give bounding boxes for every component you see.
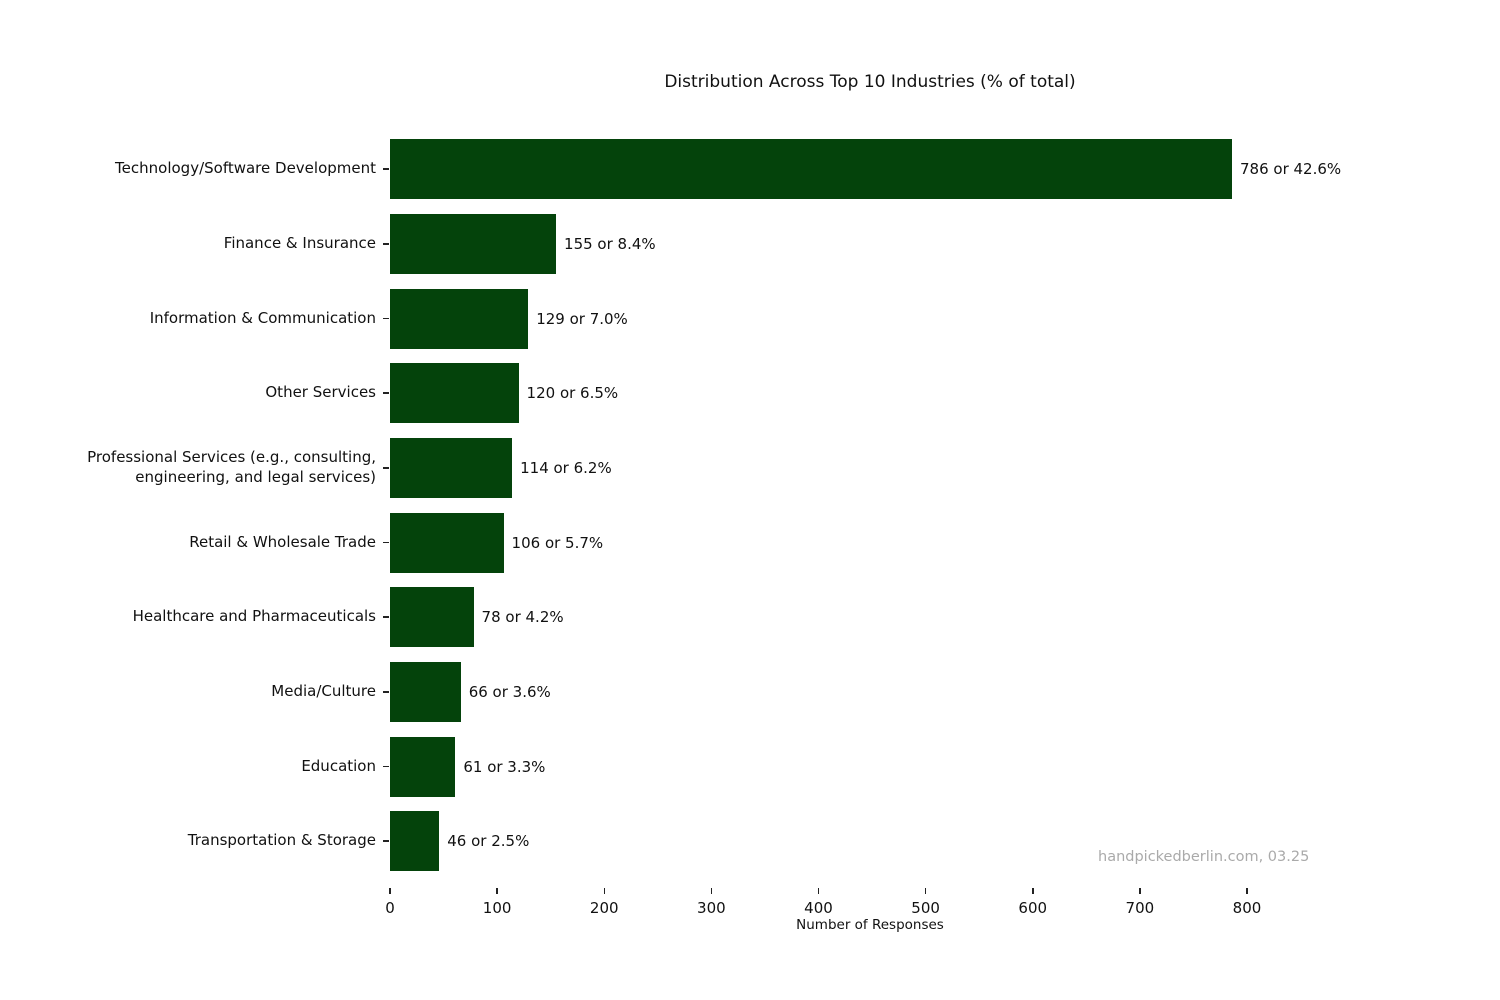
bar-value-label: 786 or 42.6% bbox=[1240, 160, 1342, 179]
x-tick-mark bbox=[1139, 888, 1141, 894]
x-tick-mark bbox=[710, 888, 713, 894]
y-tick-label: Retail & Wholesale Trade bbox=[189, 532, 376, 551]
y-tick-label: Technology/Software Development bbox=[115, 159, 376, 178]
x-tick-label: 100 bbox=[482, 899, 512, 917]
watermark: handpickedberlin.com, 03.25 bbox=[1098, 849, 1310, 865]
x-tick-mark bbox=[924, 888, 927, 894]
bar-value-label: 78 or 4.2% bbox=[481, 608, 564, 627]
y-tick-label: Finance & Insurance bbox=[223, 233, 376, 252]
bar-value-label: 120 or 6.5% bbox=[526, 384, 619, 403]
bar-value-label: 114 or 6.2% bbox=[520, 458, 612, 477]
x-tick-label: 800 bbox=[1232, 899, 1262, 917]
bar bbox=[390, 587, 474, 648]
x-tick-label: 700 bbox=[1125, 899, 1155, 917]
bar bbox=[390, 736, 456, 797]
bar-value-label: 66 or 3.6% bbox=[468, 682, 551, 701]
y-tick-mark bbox=[383, 392, 389, 394]
bar-value-label: 61 or 3.3% bbox=[463, 757, 546, 776]
x-tick-label: 0 bbox=[385, 899, 395, 917]
x-tick-mark bbox=[496, 888, 498, 894]
x-tick-mark bbox=[389, 888, 391, 894]
x-tick-label: 300 bbox=[697, 899, 726, 917]
bar-value-label: 129 or 7.0% bbox=[536, 309, 628, 328]
y-tick-mark bbox=[383, 541, 389, 544]
bar-value-label: 106 or 5.7% bbox=[511, 533, 604, 552]
bar bbox=[390, 213, 557, 274]
bar bbox=[390, 811, 440, 872]
x-tick-label: 500 bbox=[911, 899, 940, 917]
y-tick-mark bbox=[383, 467, 389, 469]
y-tick-mark bbox=[383, 691, 389, 693]
bar bbox=[390, 661, 461, 722]
x-tick-mark bbox=[1246, 888, 1248, 894]
bar bbox=[390, 512, 504, 573]
y-tick-label: Information & Communication bbox=[149, 308, 376, 327]
x-tick-label: 400 bbox=[804, 899, 833, 917]
y-tick-label: Professional Services (e.g., consulting,… bbox=[87, 447, 376, 486]
x-tick-label: 200 bbox=[589, 899, 619, 917]
y-tick-label: Transportation & Storage bbox=[187, 831, 376, 850]
y-tick-mark bbox=[383, 765, 389, 768]
y-tick-label: Healthcare and Pharmaceuticals bbox=[132, 607, 376, 626]
bar bbox=[390, 288, 529, 349]
y-tick-label: Media/Culture bbox=[271, 681, 376, 700]
x-tick-mark bbox=[603, 888, 605, 894]
y-tick-mark bbox=[383, 243, 389, 245]
x-axis-label: Number of Responses bbox=[796, 917, 944, 933]
x-tick-label: 600 bbox=[1018, 899, 1048, 917]
y-tick-label: Other Services bbox=[265, 383, 376, 402]
x-tick-mark bbox=[817, 888, 820, 894]
bar bbox=[390, 363, 519, 424]
y-tick-mark bbox=[383, 317, 389, 320]
bar-value-label: 46 or 2.5% bbox=[447, 832, 530, 851]
y-tick-mark bbox=[383, 840, 389, 842]
y-tick-mark bbox=[383, 616, 389, 618]
bar bbox=[390, 437, 513, 498]
y-tick-mark bbox=[383, 168, 389, 170]
bar bbox=[390, 139, 1232, 200]
y-tick-label: Education bbox=[301, 756, 376, 775]
x-tick-mark bbox=[1032, 888, 1034, 894]
bar-value-label: 155 or 8.4% bbox=[564, 234, 656, 253]
chart-title: Distribution Across Top 10 Industries (%… bbox=[664, 72, 1076, 92]
